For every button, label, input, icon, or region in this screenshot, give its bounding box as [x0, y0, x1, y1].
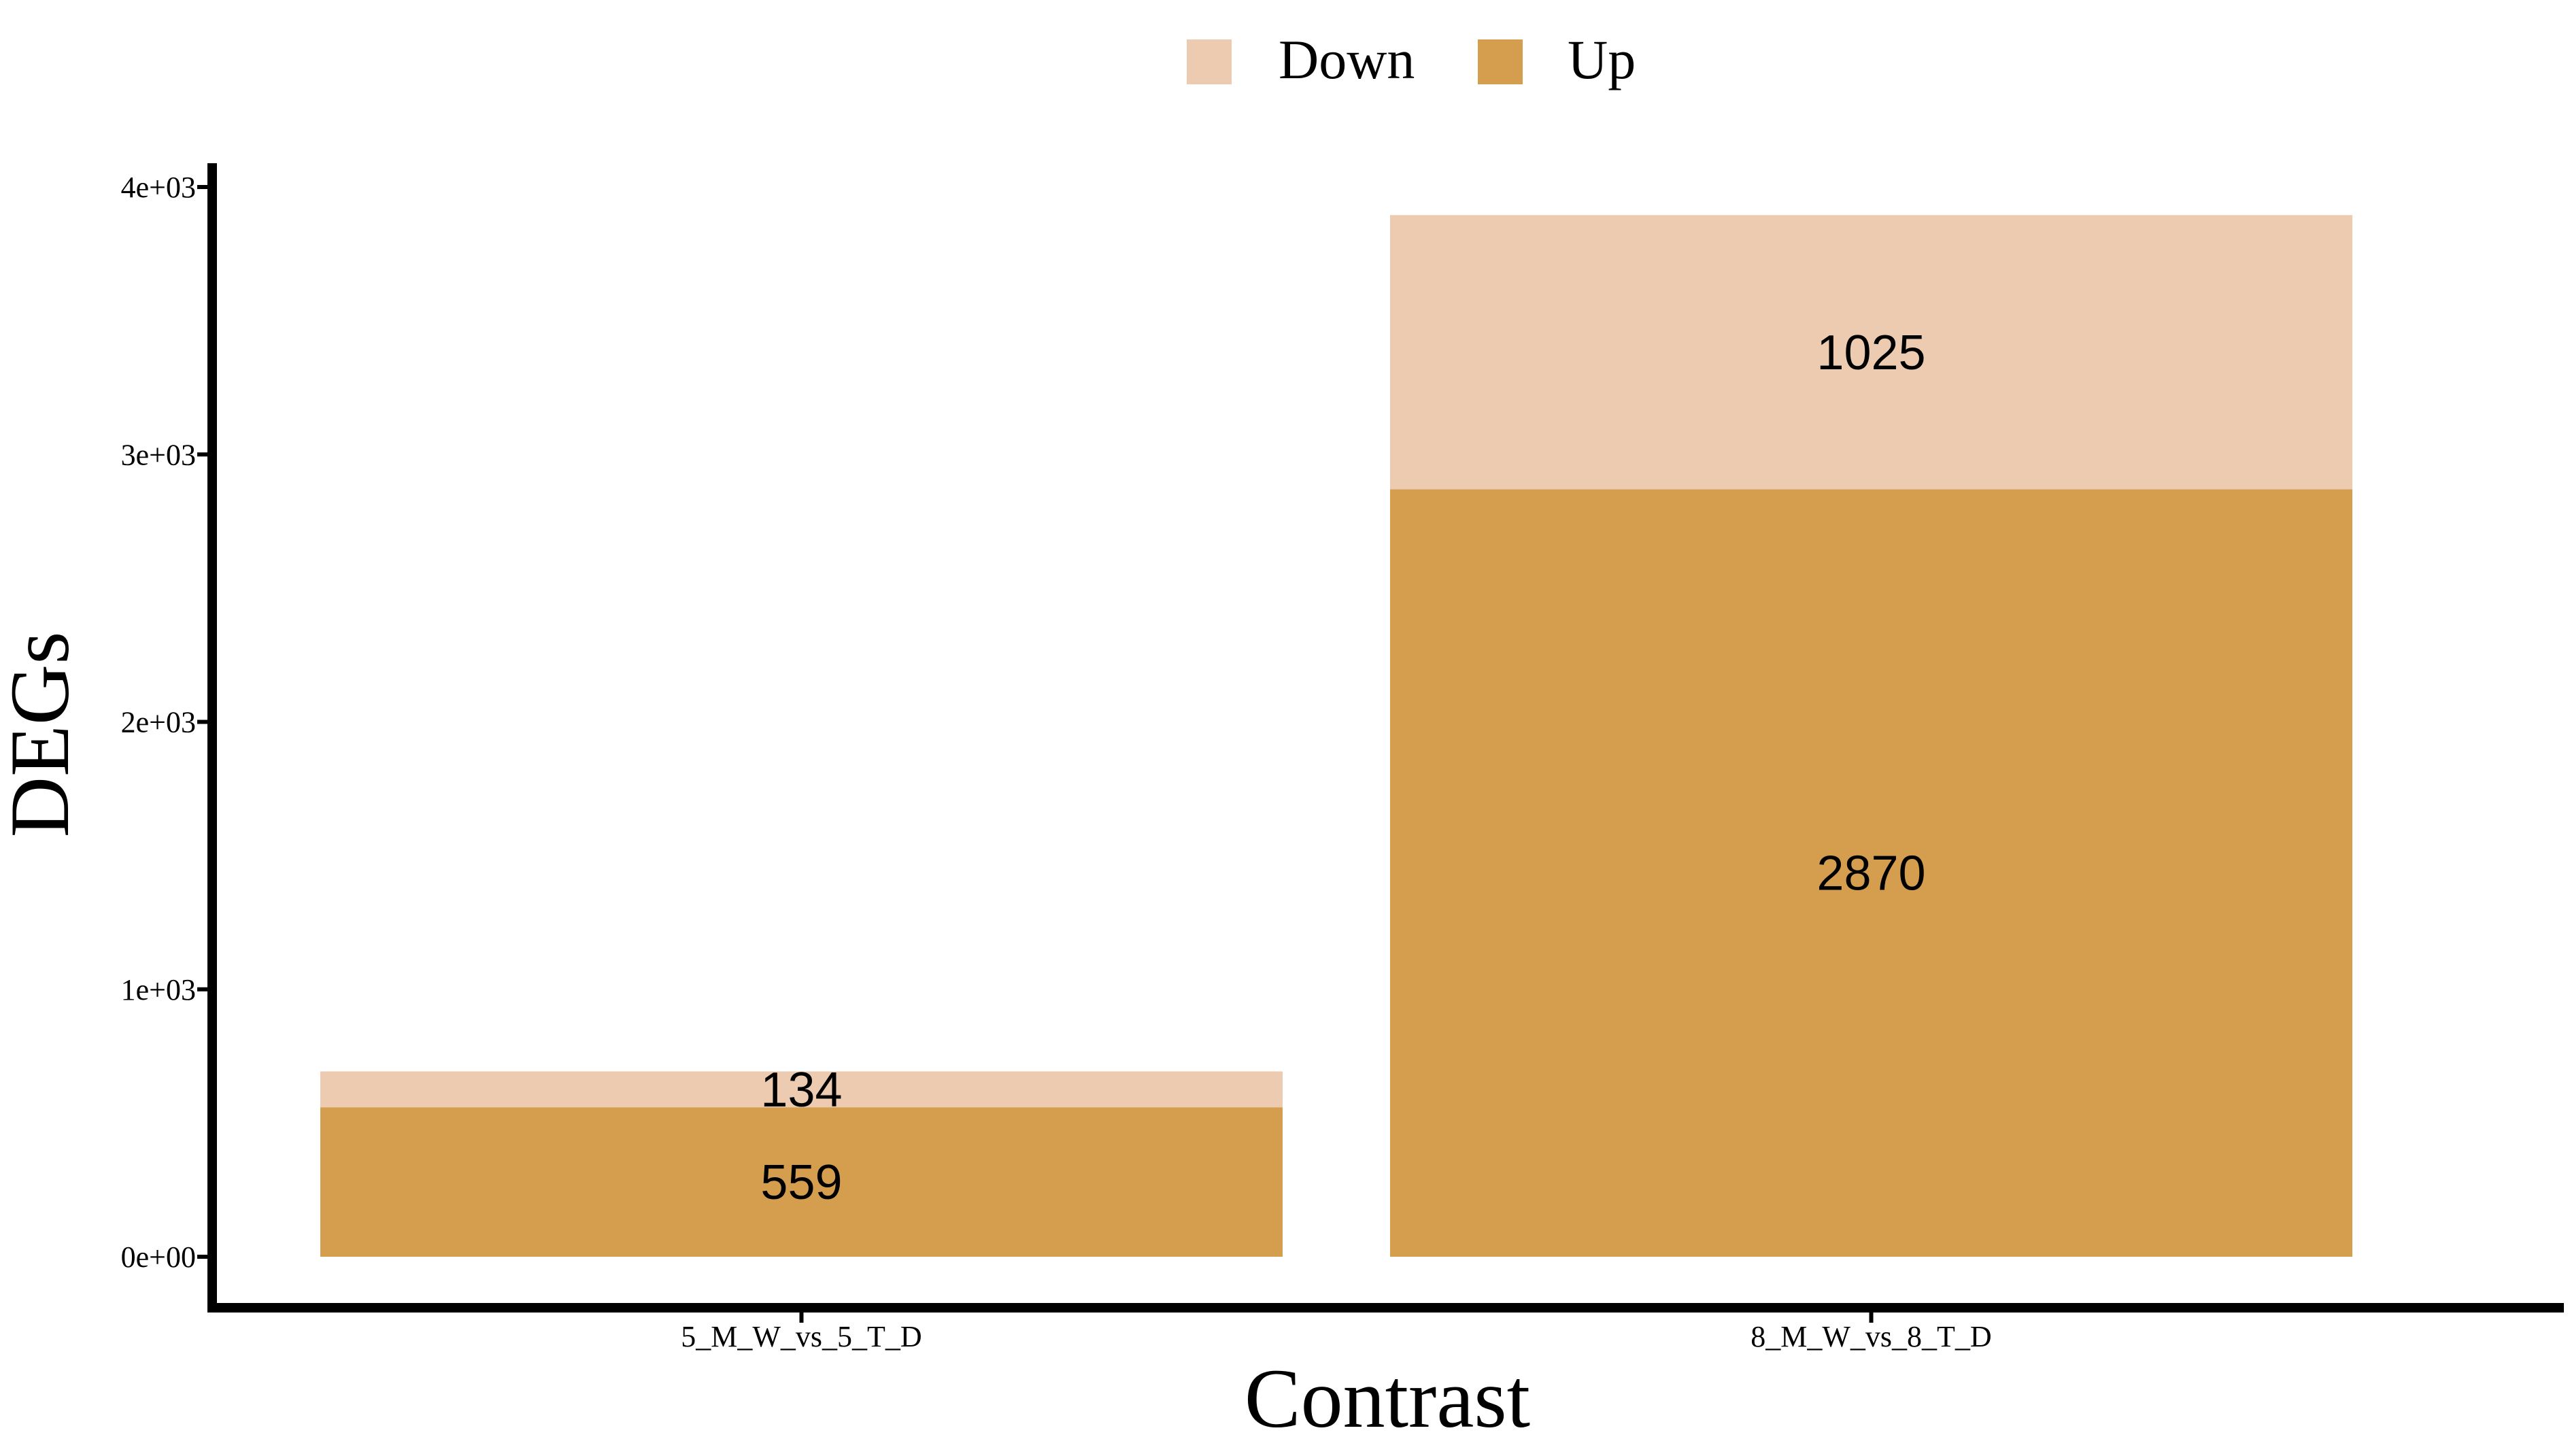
x-axis-ticks: 5_M_W_vs_5_T_D 8_M_W_vs_8_T_D: [681, 1308, 1992, 1353]
x-tick-label: 5_M_W_vs_5_T_D: [681, 1320, 922, 1353]
bar-up-1: [320, 1107, 1283, 1257]
y-tick-label: 1e+03: [121, 973, 196, 1006]
x-tick-label: 8_M_W_vs_8_T_D: [1751, 1320, 1991, 1353]
legend-swatch-down: [1187, 39, 1232, 84]
bar-value-label-up-2: 2870: [1816, 847, 1925, 901]
legend-swatch-up: [1478, 39, 1523, 84]
legend-label-up: Up: [1568, 29, 1636, 90]
bar-down-1: [320, 1071, 1283, 1108]
bar-labels: 559 134 2870 1025: [760, 326, 1925, 1210]
bar-value-label-down-2: 1025: [1816, 326, 1925, 380]
bar-up-2: [1390, 489, 2352, 1257]
legend-label-down: Down: [1279, 29, 1415, 90]
bars: [320, 215, 2352, 1257]
y-axis-title: DEGs: [0, 631, 86, 837]
bar-value-label-down-1: 134: [760, 1063, 842, 1117]
legend: Down Up: [1187, 29, 1636, 90]
x-axis-title: Contrast: [1245, 1352, 1530, 1445]
y-axis-ticks: 0e+00 1e+03 2e+03 3e+03 4e+03: [121, 171, 212, 1274]
y-tick-label: 4e+03: [121, 171, 196, 204]
y-tick-label: 3e+03: [121, 438, 196, 471]
bar-down-2: [1390, 215, 2352, 490]
bar-value-label-up-1: 559: [760, 1155, 842, 1210]
y-tick-label: 0e+00: [121, 1240, 196, 1274]
y-tick-label: 2e+03: [121, 706, 196, 739]
axes: [207, 163, 2564, 1313]
